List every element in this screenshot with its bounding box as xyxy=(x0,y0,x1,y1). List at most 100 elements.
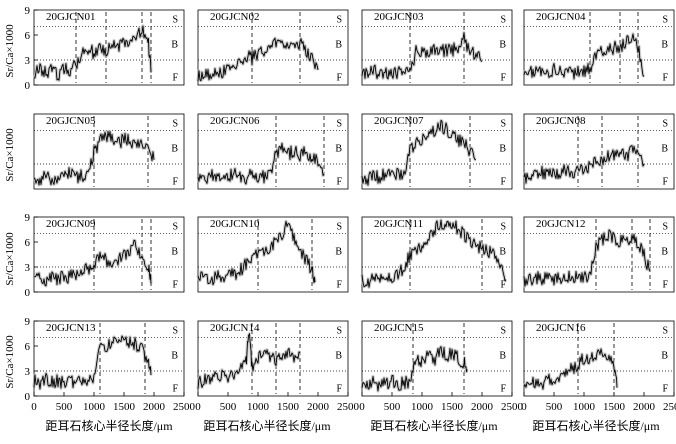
zone-label-s: S xyxy=(662,221,668,232)
zone-label-f: F xyxy=(172,73,178,84)
x-tick-label: 2500 xyxy=(173,401,196,413)
y-axis-label-row-4: Sr/Ca×1000 xyxy=(4,335,16,389)
zone-label-b: B xyxy=(171,39,178,50)
y-tick-label: 6 xyxy=(25,341,31,353)
panel-title: 20GJCN14 xyxy=(210,322,260,334)
y-axis-label-row-2: Sr/Ca×1000 xyxy=(4,128,16,182)
zone-label-b: B xyxy=(661,350,668,361)
x-tick-label: 500 xyxy=(56,401,73,413)
x-axis-label-col-2: 距耳石核心半径长度/μm xyxy=(203,418,331,433)
sr-ca-trace xyxy=(198,221,315,284)
y-axis-label-row-3: Sr/Ca×1000 xyxy=(4,232,16,286)
zone-label-b: B xyxy=(171,246,178,257)
zone-label-s: S xyxy=(172,221,178,232)
x-tick-label: 2000 xyxy=(307,401,330,413)
y-tick-label: 6 xyxy=(25,237,31,249)
zone-label-f: F xyxy=(662,73,668,84)
x-tick-label: 1000 xyxy=(247,401,270,413)
panel-title: 20GJCN07 xyxy=(374,115,424,127)
x-tick-label: 1000 xyxy=(411,401,434,413)
sr-ca-trace xyxy=(34,240,151,286)
x-tick-label: 2500 xyxy=(501,401,524,413)
x-tick-label: 0 xyxy=(359,401,365,413)
y-tick-label: 0 xyxy=(25,80,31,92)
zone-label-b: B xyxy=(661,39,668,50)
x-tick-label: 1500 xyxy=(441,401,464,413)
x-tick-label: 2500 xyxy=(337,401,360,413)
x-axis-label-col-1: 距耳石核心半径长度/μm xyxy=(45,418,173,433)
zone-label-f: F xyxy=(662,280,668,291)
y-tick-label: 9 xyxy=(25,316,31,328)
y-tick-label: 6 xyxy=(25,30,31,42)
zone-label-s: S xyxy=(172,325,178,336)
panel-title: 20GJCN03 xyxy=(374,11,424,23)
x-tick-label: 2000 xyxy=(471,401,494,413)
zone-label-s: S xyxy=(662,14,668,25)
panel-title: 20GJCN02 xyxy=(210,11,260,23)
zone-label-f: F xyxy=(336,73,342,84)
zone-label-f: F xyxy=(500,384,506,395)
zone-label-f: F xyxy=(336,384,342,395)
zone-label-f: F xyxy=(662,384,668,395)
x-tick-label: 500 xyxy=(384,401,401,413)
zone-label-s: S xyxy=(500,221,506,232)
x-axis-label-col-3: 距耳石核心半径长度/μm xyxy=(370,418,498,433)
y-tick-label: 3 xyxy=(25,262,31,274)
zone-label-b: B xyxy=(499,39,506,50)
zone-label-f: F xyxy=(172,280,178,291)
sr-ca-envelope xyxy=(362,120,476,185)
x-tick-label: 0 xyxy=(31,401,37,413)
y-tick-label: 3 xyxy=(25,55,31,67)
panel-title: 20GJCN04 xyxy=(536,11,586,23)
zone-label-b: B xyxy=(499,246,506,257)
zone-label-s: S xyxy=(662,118,668,129)
zone-label-b: B xyxy=(661,246,668,257)
y-axis-label-row-1: Sr/Ca×1000 xyxy=(4,24,16,78)
zone-label-s: S xyxy=(500,118,506,129)
zone-label-b: B xyxy=(335,143,342,154)
x-tick-label: 0 xyxy=(521,401,527,413)
zone-label-s: S xyxy=(500,325,506,336)
panel-title: 20GJCN01 xyxy=(46,11,96,23)
sr-ca-envelope xyxy=(524,146,644,184)
x-tick-label: 1000 xyxy=(83,401,106,413)
zone-label-b: B xyxy=(335,350,342,361)
zone-label-f: F xyxy=(172,384,178,395)
x-tick-label: 1500 xyxy=(113,401,136,413)
zone-label-f: F xyxy=(336,280,342,291)
zone-label-b: B xyxy=(335,39,342,50)
panel-title: 20GJCN06 xyxy=(210,115,260,127)
zone-label-f: F xyxy=(172,177,178,188)
x-tick-label: 1500 xyxy=(277,401,300,413)
panel-title: 20GJCN11 xyxy=(374,218,423,230)
panel-title: 20GJCN12 xyxy=(536,218,586,230)
zone-label-s: S xyxy=(172,118,178,129)
zone-label-b: B xyxy=(171,350,178,361)
panel-title: 20GJCN16 xyxy=(536,322,586,334)
x-tick-label: 2500 xyxy=(663,401,676,413)
panel-title: 20GJCN10 xyxy=(210,218,260,230)
zone-label-b: B xyxy=(661,143,668,154)
y-tick-label: 0 xyxy=(25,391,31,403)
panel-title: 20GJCN05 xyxy=(46,115,96,127)
sr-ca-trace xyxy=(362,220,506,287)
zone-label-s: S xyxy=(336,14,342,25)
panel-title: 20GJCN13 xyxy=(46,322,96,334)
y-tick-label: 9 xyxy=(25,212,31,224)
panel-title: 20GJCN09 xyxy=(46,218,96,230)
zone-label-s: S xyxy=(336,221,342,232)
x-tick-label: 1000 xyxy=(573,401,596,413)
zone-label-b: B xyxy=(499,143,506,154)
sr-ca-envelope xyxy=(198,334,300,389)
